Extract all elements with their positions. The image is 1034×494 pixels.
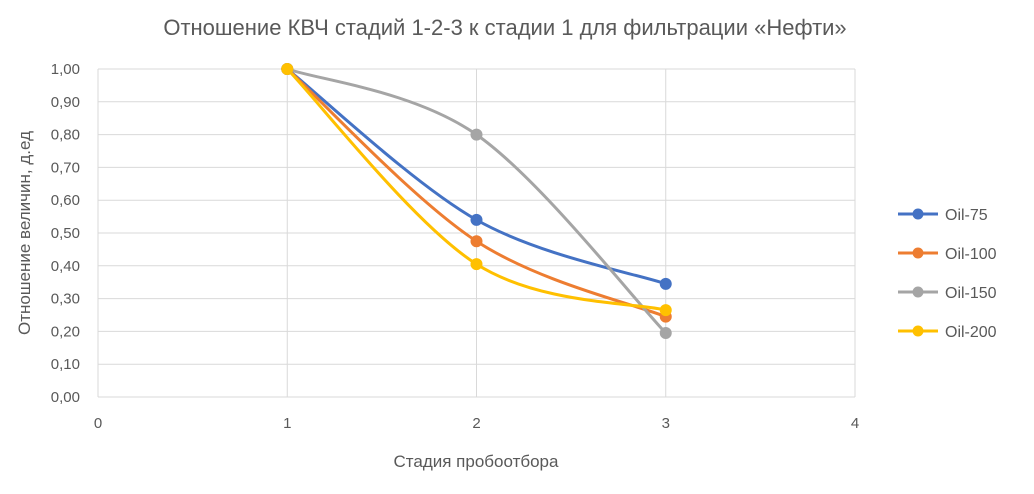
x-tick-label: 3 — [662, 415, 670, 432]
y-tick-label: 0,70 — [51, 159, 80, 176]
data-point-oil-75 — [470, 213, 483, 226]
legend-label: Oil-75 — [945, 207, 988, 224]
legend-item-oil-150: Oil-150 — [898, 285, 997, 302]
grid-layer — [97, 68, 856, 398]
y-axis-label: Отношение величин, д.ед — [15, 131, 34, 335]
legend-marker — [912, 247, 924, 259]
y-tick-label: 0,00 — [51, 389, 80, 406]
y-tick-label: 1,00 — [51, 61, 80, 78]
legend-item-oil-200: Oil-200 — [898, 324, 997, 341]
legend-label: Oil-100 — [945, 246, 997, 263]
x-axis-label: Стадия пробоотбора — [394, 452, 559, 471]
y-tick-label: 0,40 — [51, 258, 80, 275]
legend-marker — [912, 286, 924, 298]
tick-labels: 0,00 0,10 0,20 0,30 0,40 0,50 0,60 0,70 0,80 0,90… — [51, 61, 859, 432]
y-tick-label: 0,80 — [51, 127, 80, 144]
y-tick-label: 0,90 — [51, 94, 80, 111]
x-tick-label: 0 — [94, 415, 102, 432]
y-tick-label: 0,10 — [51, 356, 80, 373]
legend: Oil-75 Oil-100 Oil-150 Oil-200 — [898, 207, 997, 341]
y-tick-label: 0,60 — [51, 192, 80, 209]
data-point-oil-200 — [659, 304, 672, 317]
legend-label: Oil-200 — [945, 324, 997, 341]
x-tick-label: 2 — [472, 415, 480, 432]
legend-item-oil-75: Oil-75 — [898, 207, 988, 224]
data-point-oil-100 — [470, 235, 483, 248]
legend-label: Oil-150 — [945, 285, 997, 302]
data-point-oil-200 — [470, 258, 483, 271]
legend-item-oil-100: Oil-100 — [898, 246, 997, 263]
data-point-oil-150 — [470, 128, 483, 141]
y-tick-label: 0,50 — [51, 225, 80, 242]
y-tick-label: 0,20 — [51, 323, 80, 340]
x-tick-label: 1 — [283, 415, 291, 432]
legend-marker — [912, 208, 924, 220]
data-point-oil-150 — [659, 327, 672, 340]
x-tick-label: 4 — [851, 415, 859, 432]
y-tick-label: 0,30 — [51, 291, 80, 308]
data-point-oil-200 — [281, 63, 294, 75]
legend-marker — [912, 325, 924, 337]
data-point-oil-75 — [659, 277, 672, 290]
series-points — [281, 63, 672, 340]
chart-title: Отношение КВЧ стадий 1-2-3 к стадии 1 дл… — [163, 15, 846, 40]
